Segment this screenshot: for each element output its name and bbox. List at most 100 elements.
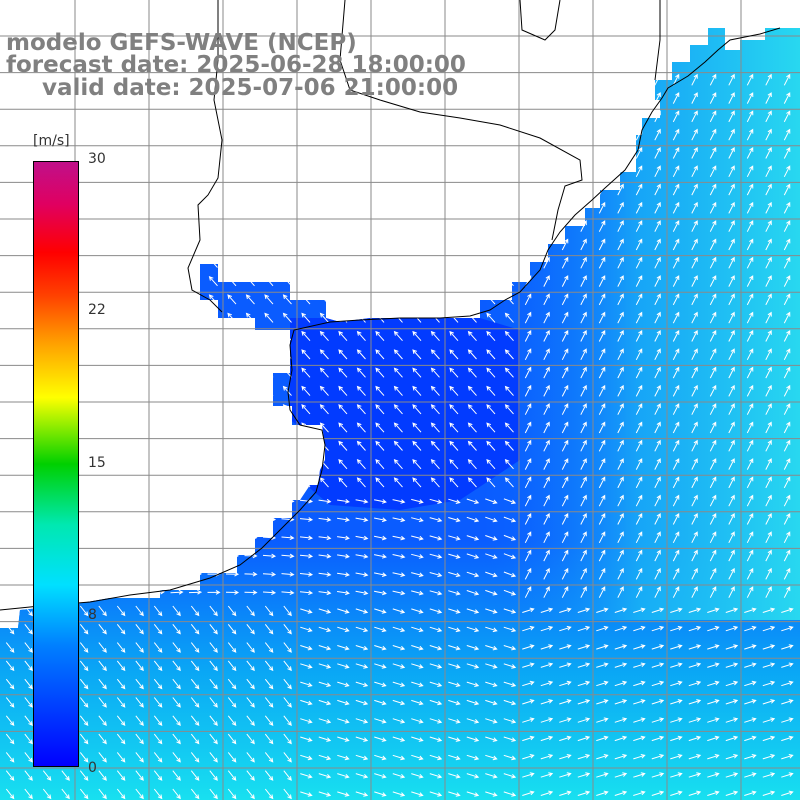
wind-arrow [781,717,794,723]
wind-arrow [485,498,498,504]
wind-arrow [244,590,258,595]
wind-arrow [466,608,480,614]
wind-arrow [467,422,477,433]
wind-arrow [264,623,274,635]
wind-arrow [709,329,717,342]
wind-arrow [338,367,348,378]
wind-arrow [486,349,496,360]
wind-arrow [580,329,587,342]
wind-arrow [691,531,698,544]
wind-arrow [412,349,422,360]
wind-arrow [355,645,369,651]
wind-arrow [5,733,15,745]
wind-arrow [209,733,218,745]
wind-arrow [746,146,754,159]
wind-arrow [688,790,702,796]
wind-arrow [319,330,329,342]
wind-arrow [318,699,332,706]
wind-arrow [614,772,628,778]
wind-arrow [466,773,480,779]
wind-arrow [728,146,735,159]
wind-arrow [98,605,107,617]
wind-arrow [580,348,587,361]
wind-arrow [765,421,772,434]
wind-arrow [24,660,33,672]
wind-arrow [246,733,255,745]
wind-arrow [762,680,776,687]
wind-arrow [691,238,698,251]
wind-arrow [207,590,221,595]
wind-arrow [709,92,717,104]
wind-arrow [522,772,535,778]
wind-arrow [580,384,587,397]
wind-arrow [633,662,646,668]
wind-arrow [356,349,366,360]
wind-arrow [246,642,255,653]
wind-arrow [617,439,624,452]
wind-arrow [728,421,735,434]
wind-arrow [337,645,350,651]
wind-arrow [614,625,628,632]
wind-arrow [429,773,443,779]
wind-arrow [577,772,591,778]
wind-arrow [617,329,624,342]
wind-arrow [153,770,163,781]
wind-arrow [783,403,791,415]
wind-arrow [300,736,313,742]
wind-arrow [561,531,569,544]
wind-arrow [429,608,443,614]
wind-arrow [153,788,163,800]
wind-arrow [783,366,791,379]
wind-arrow [691,146,698,159]
wind-arrow [375,440,385,451]
wind-arrow [746,183,754,196]
wind-arrow [466,516,480,523]
wind-arrow [559,644,572,650]
wind-arrow [635,586,643,598]
wind-arrow [709,275,717,287]
wind-arrow [486,330,496,342]
wind-arrow [707,699,720,705]
wind-arrow [561,403,569,415]
wind-arrow [633,644,646,650]
wind-arrow [580,403,587,415]
wind-arrow [337,718,350,724]
wind-arrow [466,645,480,651]
wind-arrow [485,589,498,596]
wind-arrow [411,645,424,651]
wind-arrow [598,348,606,361]
wind-arrow [654,201,661,214]
wind-arrow [227,294,237,305]
wind-arrow [561,238,569,251]
wind-arrow [746,92,754,104]
wind-arrow [543,531,550,544]
wind-arrow [691,165,698,178]
wind-arrow [449,385,459,396]
wind-arrow [209,660,218,672]
wind-arrow [746,384,754,397]
wind-arrow [762,644,776,650]
wind-arrow [709,348,717,361]
wind-arrow [466,498,480,504]
wind-arrow [503,663,517,669]
wind-arrow [262,571,277,577]
wind-arrow [746,165,754,178]
wind-arrow [598,549,606,562]
wind-arrow [190,788,200,800]
wind-arrow [318,663,332,669]
wind-arrow [559,772,572,778]
wind-arrow [728,92,735,104]
wind-arrow [356,367,366,378]
wind-arrow [651,735,665,742]
wind-arrow [337,517,350,522]
wind-arrow [116,752,126,763]
wind-arrow [355,791,369,797]
wind-arrow [264,312,274,323]
wind-arrow [227,770,237,781]
wind-arrow [375,404,385,415]
wind-arrow [672,311,680,324]
wind-arrow [448,736,461,742]
wind-arrow [355,554,369,559]
wind-arrow [725,607,739,613]
